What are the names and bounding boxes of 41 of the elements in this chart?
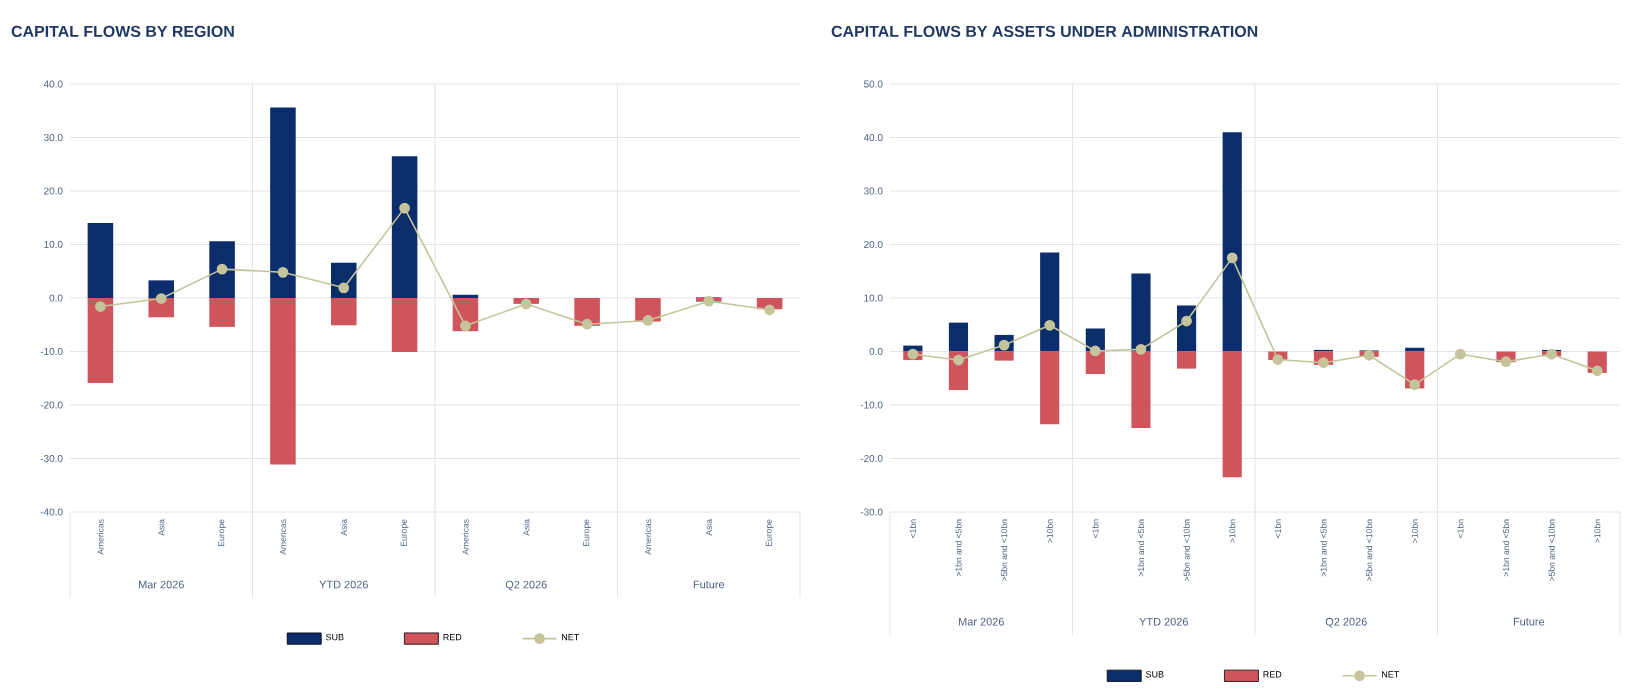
bar bbox=[994, 351, 1014, 361]
point bbox=[1089, 345, 1101, 357]
bar bbox=[209, 241, 235, 299]
bar bbox=[1222, 132, 1242, 352]
bar bbox=[1040, 351, 1060, 425]
bar bbox=[391, 156, 418, 299]
point bbox=[703, 295, 715, 307]
point bbox=[642, 315, 654, 326]
bar bbox=[209, 298, 235, 327]
point bbox=[953, 354, 964, 366]
point bbox=[1409, 379, 1421, 391]
point bbox=[581, 318, 593, 330]
bar bbox=[391, 298, 418, 353]
bar bbox=[1222, 351, 1242, 478]
point bbox=[338, 282, 350, 294]
point bbox=[1181, 315, 1192, 327]
point bbox=[1135, 343, 1147, 355]
bar bbox=[87, 298, 114, 384]
point bbox=[277, 266, 289, 278]
bar bbox=[330, 298, 357, 326]
point bbox=[1044, 319, 1056, 331]
bar bbox=[87, 223, 114, 299]
point bbox=[216, 263, 228, 275]
bar bbox=[270, 107, 296, 299]
bar bbox=[948, 322, 969, 352]
point bbox=[399, 202, 410, 214]
point bbox=[460, 320, 471, 332]
point bbox=[764, 304, 775, 316]
point bbox=[1454, 348, 1466, 360]
point bbox=[1226, 252, 1238, 264]
point bbox=[1591, 365, 1603, 377]
point bbox=[95, 301, 106, 312]
bar bbox=[1177, 351, 1197, 369]
bar bbox=[270, 298, 296, 465]
point bbox=[1546, 348, 1557, 360]
bar bbox=[1040, 252, 1060, 352]
point bbox=[520, 298, 532, 310]
bar bbox=[1131, 351, 1151, 429]
bar bbox=[1131, 273, 1151, 352]
point bbox=[155, 293, 167, 304]
point bbox=[1500, 356, 1512, 368]
